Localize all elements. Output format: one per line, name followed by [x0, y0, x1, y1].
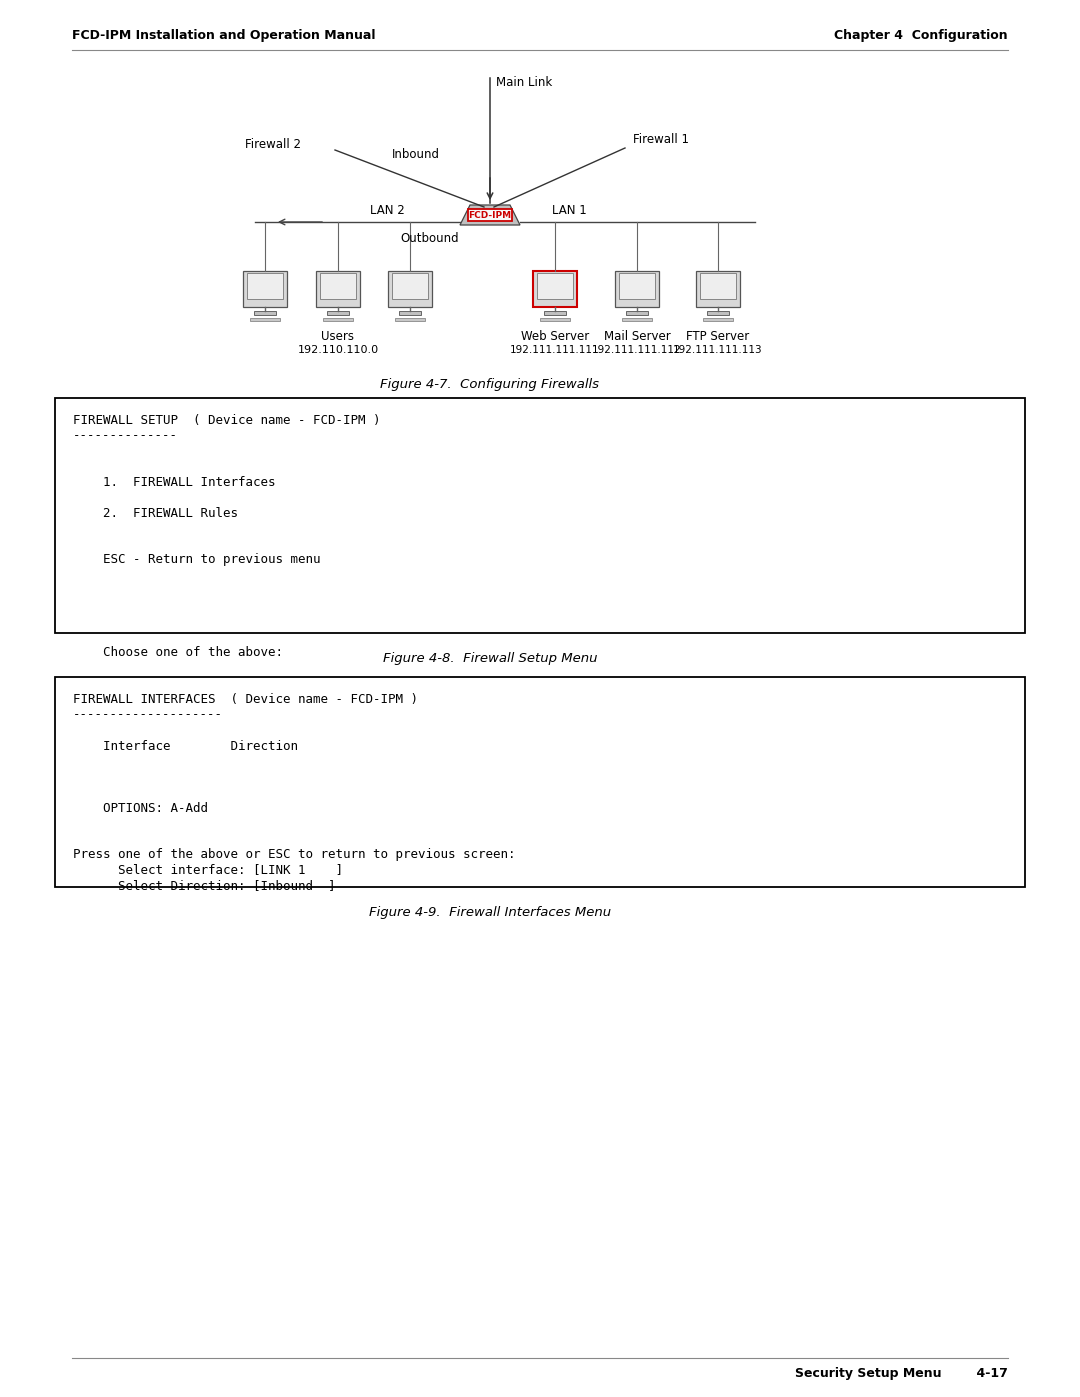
- FancyBboxPatch shape: [544, 312, 566, 314]
- Text: Mail Server: Mail Server: [604, 330, 671, 344]
- Text: Figure 4-8.  Firewall Setup Menu: Figure 4-8. Firewall Setup Menu: [382, 652, 597, 665]
- Text: Figure 4-7.  Configuring Firewalls: Figure 4-7. Configuring Firewalls: [380, 379, 599, 391]
- Text: Web Server: Web Server: [521, 330, 589, 344]
- Text: Main Link: Main Link: [496, 75, 552, 89]
- FancyBboxPatch shape: [249, 319, 280, 321]
- FancyBboxPatch shape: [392, 272, 428, 299]
- FancyBboxPatch shape: [703, 319, 733, 321]
- FancyBboxPatch shape: [537, 272, 573, 299]
- Text: Select interface: [LINK 1    ]: Select interface: [LINK 1 ]: [73, 863, 343, 876]
- FancyBboxPatch shape: [399, 312, 421, 314]
- Text: Firewall 1: Firewall 1: [633, 133, 689, 147]
- Text: FTP Server: FTP Server: [687, 330, 750, 344]
- FancyBboxPatch shape: [55, 678, 1025, 887]
- FancyBboxPatch shape: [243, 271, 287, 307]
- FancyBboxPatch shape: [395, 319, 426, 321]
- Text: 192.111.111.111: 192.111.111.111: [510, 345, 599, 355]
- FancyBboxPatch shape: [388, 271, 432, 307]
- FancyBboxPatch shape: [622, 319, 652, 321]
- Text: Inbound: Inbound: [392, 148, 440, 161]
- FancyBboxPatch shape: [696, 271, 740, 307]
- FancyBboxPatch shape: [626, 312, 648, 314]
- Text: Users: Users: [322, 330, 354, 344]
- FancyBboxPatch shape: [247, 272, 283, 299]
- FancyBboxPatch shape: [534, 271, 577, 307]
- Text: Select Direction: [Inbound  ]: Select Direction: [Inbound ]: [73, 879, 336, 893]
- Text: Choose one of the above:: Choose one of the above:: [73, 647, 283, 659]
- Text: OPTIONS: A-Add: OPTIONS: A-Add: [73, 802, 208, 814]
- FancyBboxPatch shape: [316, 271, 360, 307]
- FancyBboxPatch shape: [468, 210, 512, 221]
- Text: ESC - Return to previous menu: ESC - Return to previous menu: [73, 553, 321, 567]
- FancyBboxPatch shape: [540, 319, 570, 321]
- Text: Figure 4-9.  Firewall Interfaces Menu: Figure 4-9. Firewall Interfaces Menu: [369, 907, 611, 919]
- Text: 192.110.110.0: 192.110.110.0: [297, 345, 379, 355]
- Text: Outbound: Outbound: [401, 232, 459, 244]
- Text: FCD-IPM Installation and Operation Manual: FCD-IPM Installation and Operation Manua…: [72, 28, 376, 42]
- Text: 1.  FIREWALL Interfaces: 1. FIREWALL Interfaces: [73, 476, 275, 489]
- Text: Chapter 4  Configuration: Chapter 4 Configuration: [835, 28, 1008, 42]
- Text: FIREWALL SETUP  ( Device name - FCD-IPM ): FIREWALL SETUP ( Device name - FCD-IPM ): [73, 414, 380, 427]
- FancyBboxPatch shape: [254, 312, 276, 314]
- Text: Firewall 2: Firewall 2: [245, 138, 301, 151]
- FancyBboxPatch shape: [700, 272, 735, 299]
- Text: LAN 1: LAN 1: [552, 204, 586, 217]
- Text: Interface        Direction: Interface Direction: [73, 739, 298, 753]
- Text: 192.111.111.112: 192.111.111.112: [592, 345, 681, 355]
- FancyBboxPatch shape: [619, 272, 654, 299]
- FancyBboxPatch shape: [615, 271, 659, 307]
- Text: Security Setup Menu        4-17: Security Setup Menu 4-17: [795, 1366, 1008, 1379]
- Text: FCD-IPM: FCD-IPM: [469, 211, 512, 219]
- FancyBboxPatch shape: [320, 272, 356, 299]
- Text: 2.  FIREWALL Rules: 2. FIREWALL Rules: [73, 507, 238, 520]
- FancyBboxPatch shape: [323, 319, 353, 321]
- FancyBboxPatch shape: [55, 398, 1025, 633]
- Text: --------------------: --------------------: [73, 708, 222, 721]
- FancyBboxPatch shape: [707, 312, 729, 314]
- Text: --------------: --------------: [73, 429, 178, 443]
- Text: LAN 2: LAN 2: [370, 204, 405, 217]
- Text: FIREWALL INTERFACES  ( Device name - FCD-IPM ): FIREWALL INTERFACES ( Device name - FCD-…: [73, 693, 418, 705]
- Polygon shape: [460, 205, 519, 225]
- Text: Press one of the above or ESC to return to previous screen:: Press one of the above or ESC to return …: [73, 848, 515, 861]
- FancyBboxPatch shape: [327, 312, 349, 314]
- Text: 192.111.111.113: 192.111.111.113: [673, 345, 762, 355]
